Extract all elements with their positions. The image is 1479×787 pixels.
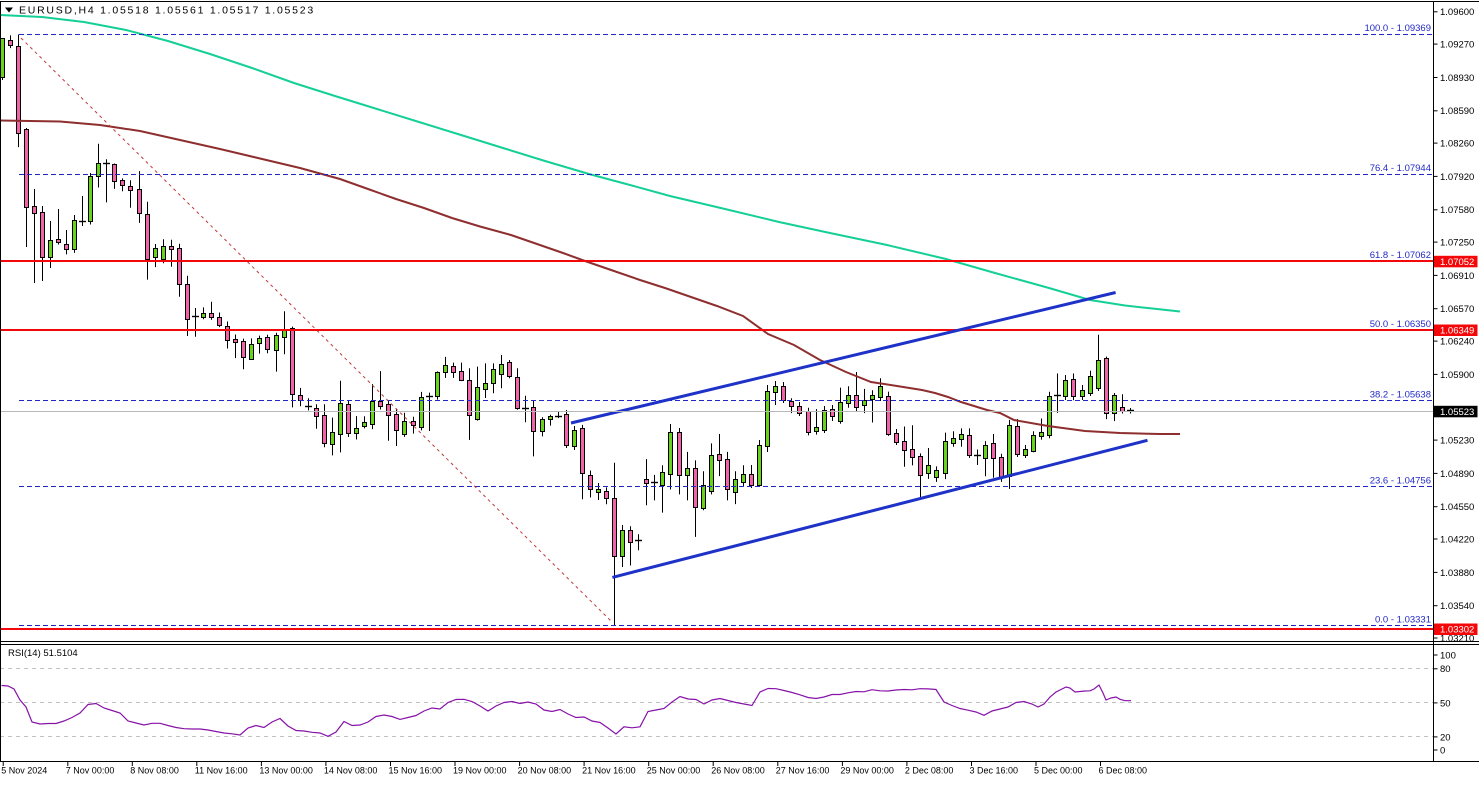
svg-text:1.04550: 1.04550 [1440, 502, 1474, 513]
svg-text:1.07580: 1.07580 [1440, 205, 1474, 216]
svg-text:RSI(14) 51.5104: RSI(14) 51.5104 [8, 648, 78, 659]
svg-text:26 Nov 08:00: 26 Nov 08:00 [711, 766, 765, 776]
svg-text:1.08590: 1.08590 [1440, 106, 1474, 117]
svg-text:1.03302: 1.03302 [1440, 625, 1474, 636]
svg-text:38.2 - 1.05638: 38.2 - 1.05638 [1370, 390, 1431, 401]
svg-text:1.03880: 1.03880 [1440, 568, 1474, 579]
svg-text:19 Nov 00:00: 19 Nov 00:00 [453, 766, 507, 776]
svg-text:1.08260: 1.08260 [1440, 139, 1474, 150]
svg-text:61.8 - 1.07062: 61.8 - 1.07062 [1370, 250, 1431, 261]
svg-text:8 Nov 08:00: 8 Nov 08:00 [130, 766, 179, 776]
svg-text:1.04890: 1.04890 [1440, 469, 1474, 480]
svg-text:1.06570: 1.06570 [1440, 304, 1474, 315]
svg-text:2 Dec 08:00: 2 Dec 08:00 [905, 766, 954, 776]
svg-text:1.03540: 1.03540 [1440, 601, 1474, 612]
svg-text:1.03210: 1.03210 [1440, 633, 1474, 644]
svg-text:1.05523: 1.05523 [1440, 407, 1474, 418]
svg-text:6 Dec 08:00: 6 Dec 08:00 [1099, 766, 1148, 776]
svg-text:11 Nov 16:00: 11 Nov 16:00 [195, 766, 248, 776]
svg-text:1.05230: 1.05230 [1440, 436, 1474, 447]
svg-text:1.09600: 1.09600 [1440, 7, 1474, 18]
svg-text:EURUSD,H4 1.05518 1.05561 1.0: EURUSD,H4 1.05518 1.05561 1.05517 1.0552… [19, 5, 315, 17]
svg-text:1.07920: 1.07920 [1440, 172, 1474, 183]
svg-text:25 Nov 00:00: 25 Nov 00:00 [647, 766, 701, 776]
svg-text:80: 80 [1440, 664, 1451, 675]
svg-text:50: 50 [1440, 698, 1451, 709]
svg-text:0.0 - 1.03331: 0.0 - 1.03331 [1375, 615, 1431, 626]
svg-text:7 Nov 00:00: 7 Nov 00:00 [66, 766, 115, 776]
svg-text:1.07052: 1.07052 [1440, 257, 1474, 268]
svg-text:1.08930: 1.08930 [1440, 73, 1474, 84]
svg-text:15 Nov 16:00: 15 Nov 16:00 [389, 766, 443, 776]
svg-text:5 Nov 2024: 5 Nov 2024 [1, 766, 47, 776]
svg-text:27 Nov 16:00: 27 Nov 16:00 [776, 766, 830, 776]
svg-text:1.06349: 1.06349 [1440, 326, 1474, 337]
svg-text:5 Dec 00:00: 5 Dec 00:00 [1034, 766, 1083, 776]
svg-text:20 Nov 08:00: 20 Nov 08:00 [518, 766, 572, 776]
svg-text:76.4 - 1.07944: 76.4 - 1.07944 [1370, 163, 1431, 174]
svg-text:29 Nov 00:00: 29 Nov 00:00 [840, 766, 894, 776]
svg-text:3 Dec 16:00: 3 Dec 16:00 [970, 766, 1019, 776]
svg-text:23.6 - 1.04756: 23.6 - 1.04756 [1370, 476, 1431, 487]
svg-text:1.04220: 1.04220 [1440, 534, 1474, 545]
svg-text:1.06910: 1.06910 [1440, 271, 1474, 282]
svg-text:20: 20 [1440, 732, 1451, 743]
svg-text:1.09270: 1.09270 [1440, 40, 1474, 51]
svg-text:13 Nov 00:00: 13 Nov 00:00 [259, 766, 313, 776]
svg-text:0: 0 [1440, 745, 1445, 756]
svg-text:21 Nov 16:00: 21 Nov 16:00 [582, 766, 636, 776]
svg-text:100.0 - 1.09369: 100.0 - 1.09369 [1364, 23, 1431, 34]
svg-text:100: 100 [1440, 650, 1456, 661]
svg-text:1.05900: 1.05900 [1440, 370, 1474, 381]
svg-text:14 Nov 08:00: 14 Nov 08:00 [324, 766, 378, 776]
svg-text:1.07250: 1.07250 [1440, 238, 1474, 249]
svg-text:1.06240: 1.06240 [1440, 337, 1474, 348]
svg-text:50.0 - 1.06350: 50.0 - 1.06350 [1370, 319, 1431, 330]
